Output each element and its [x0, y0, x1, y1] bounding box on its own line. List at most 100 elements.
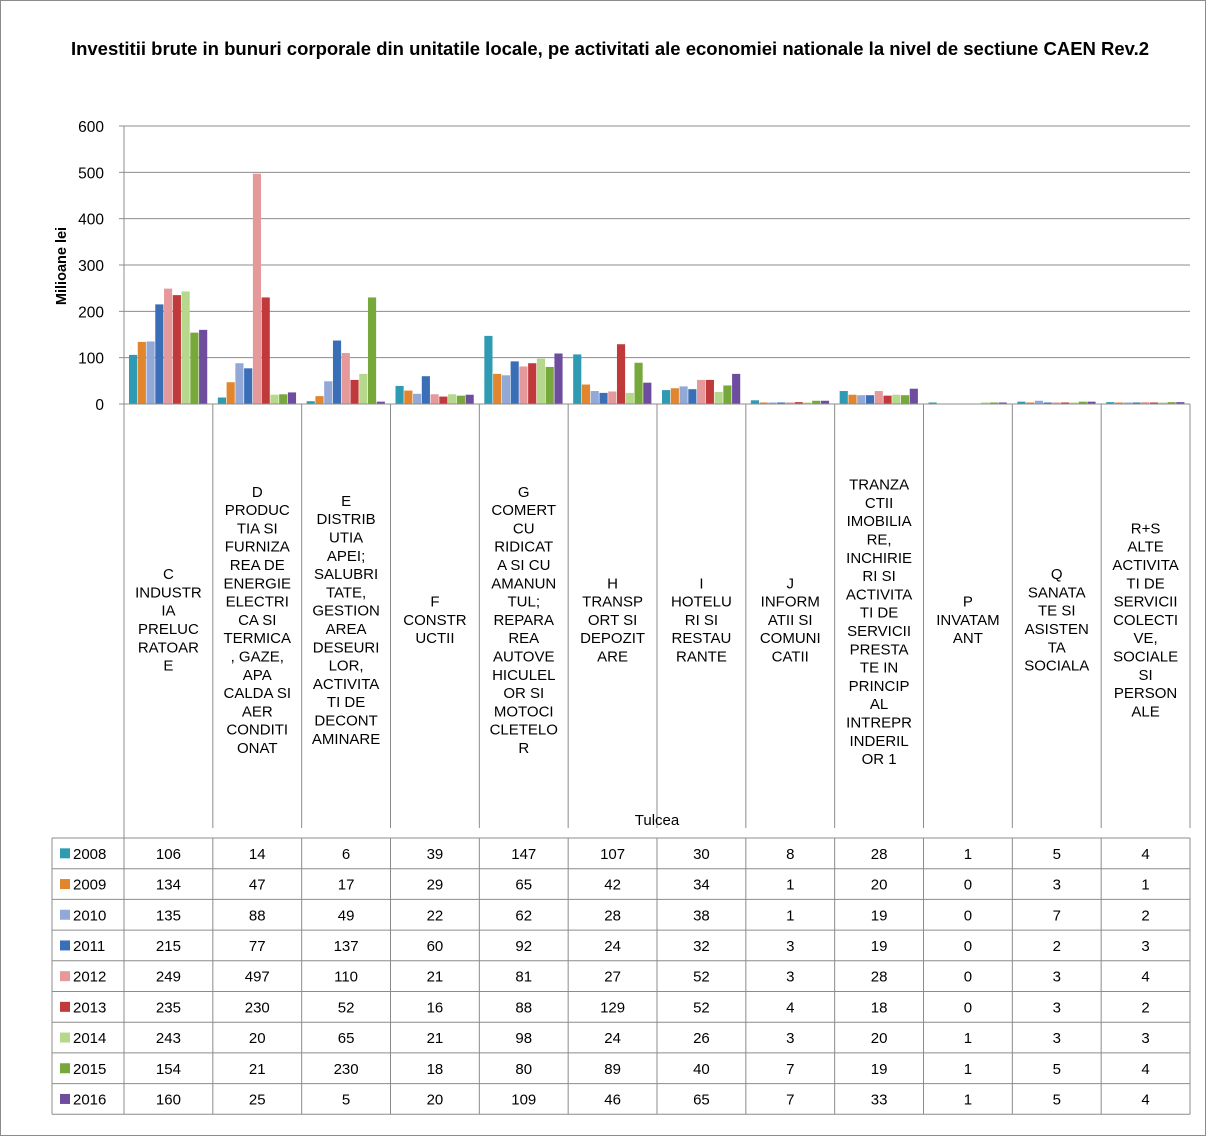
table-cell-value: 88 — [249, 907, 266, 924]
category-label-line: CONDITI — [226, 722, 288, 739]
category-label-line: COLECTI — [1113, 612, 1178, 629]
table-cell-value: 0 — [964, 938, 972, 955]
table-cell-value: 3 — [1053, 877, 1061, 894]
table-cell-value: 4 — [1141, 1061, 1149, 1078]
category-label-line: DESEURI — [313, 639, 380, 656]
table-cell-value: 77 — [249, 938, 266, 955]
bar — [199, 329, 208, 404]
category-label-line: CONSTR — [403, 612, 467, 629]
category-label-line: ENERGIE — [223, 575, 291, 592]
category-label: J INFORM ATII SI COMUNI CATII — [760, 575, 821, 665]
bar — [705, 379, 714, 404]
bar — [989, 402, 998, 404]
category-label-line: TUL; — [507, 594, 540, 611]
legend-swatch — [60, 971, 70, 982]
bar — [688, 389, 697, 404]
bar — [732, 373, 741, 404]
table-cell-value: 4 — [1141, 969, 1149, 986]
bar — [1141, 402, 1150, 404]
category-label-line: SANATA — [1028, 584, 1086, 601]
legend-swatch — [60, 1032, 70, 1043]
table-cell-value: 249 — [156, 969, 181, 986]
category-label-line: AMANUN — [491, 575, 556, 592]
bar — [777, 402, 786, 404]
table-cell-value: 89 — [604, 1061, 621, 1078]
table-cell-value: 20 — [871, 1030, 888, 1047]
table-cell-value: 8 — [786, 846, 794, 863]
table-cell-value: 4 — [786, 999, 794, 1016]
bar — [1034, 400, 1044, 404]
bar — [315, 396, 324, 404]
bar — [350, 379, 359, 404]
bar — [421, 376, 430, 404]
category-label-line: RATOAR — [138, 639, 199, 656]
bar — [679, 386, 688, 404]
category-label-line: SERVICII — [847, 623, 911, 640]
table-cell-value: 5 — [1053, 1061, 1061, 1078]
table-cell-value: 106 — [156, 846, 181, 863]
table-cell-value: 1 — [964, 1030, 972, 1047]
category-label-line: FURNIZA — [225, 539, 290, 556]
category-label: C INDUSTR IA PRELUC RATOAR E — [135, 566, 202, 675]
bar — [270, 394, 279, 404]
table-cell-value: 2 — [1053, 938, 1061, 955]
table-cell-value: 46 — [604, 1091, 621, 1108]
table-cell-value: 3 — [786, 1030, 794, 1047]
category-label-line: TA — [1048, 639, 1066, 656]
table-cell-value: 3 — [1053, 999, 1061, 1016]
legend-swatch — [60, 1001, 70, 1012]
legend-swatch — [60, 940, 70, 951]
table-cell-value: 235 — [156, 999, 181, 1016]
table-cell-value: 137 — [334, 938, 359, 955]
table-cell-value: 19 — [871, 1061, 888, 1078]
category-label-line: P — [963, 594, 973, 611]
table-cell-value: 129 — [600, 999, 625, 1016]
table-cell-value: 5 — [1053, 1091, 1061, 1108]
category-label-line: ONAT — [237, 740, 278, 757]
category-label-line: OR 1 — [862, 751, 897, 768]
table-cell-value: 27 — [604, 969, 621, 986]
table-cell-value: 20 — [249, 1030, 266, 1047]
category-label-line: DISTRIB — [316, 511, 375, 528]
category-label-line: REA — [508, 630, 539, 647]
category-label-line: A SI CU — [497, 557, 550, 574]
bar — [608, 391, 617, 404]
category-label-line: J — [787, 575, 795, 592]
category-label-line: SOCIALE — [1113, 648, 1178, 665]
category-label-line: D — [252, 484, 263, 501]
category-label-line: RI SI — [685, 612, 718, 629]
bar — [181, 291, 190, 404]
legend-swatch — [60, 1093, 70, 1104]
legend-swatch — [60, 879, 70, 890]
bar — [190, 332, 199, 404]
legend-label: 2011 — [73, 938, 105, 955]
legend-swatch — [60, 1063, 70, 1074]
bar — [395, 385, 404, 404]
table-cell-value: 7 — [786, 1091, 794, 1108]
category-label-line: CA SI — [238, 612, 276, 629]
bar — [359, 373, 368, 404]
table-cell-value: 14 — [249, 846, 266, 863]
bar — [501, 375, 511, 404]
bar — [404, 390, 413, 404]
bar — [235, 363, 244, 404]
category-label-line: AMINARE — [312, 731, 380, 748]
bar — [812, 400, 821, 404]
table-cell-value: 52 — [338, 999, 355, 1016]
bar — [413, 393, 422, 404]
category-label-line: INTREPR — [846, 715, 912, 732]
category-label-line: PRESTA — [850, 641, 909, 658]
table-cell-value: 65 — [338, 1030, 355, 1047]
bar — [137, 341, 146, 404]
category-label-line: SI — [1138, 667, 1152, 684]
category-label: R+S ALTE ACTIVITA TI DE SERVICII COLECTI VE, SO… — [1112, 520, 1178, 720]
table-cell-value: 30 — [693, 846, 710, 863]
bar — [759, 402, 768, 404]
table-cell-value: 20 — [427, 1091, 444, 1108]
table-cell-value: 65 — [515, 877, 532, 894]
table-cell-value: 230 — [334, 1061, 359, 1078]
y-tick-label: 400 — [78, 212, 104, 229]
category-label-line: UTIA — [329, 530, 363, 547]
category-label-line: R — [518, 740, 529, 757]
category-label-line: APEI; — [327, 548, 365, 565]
